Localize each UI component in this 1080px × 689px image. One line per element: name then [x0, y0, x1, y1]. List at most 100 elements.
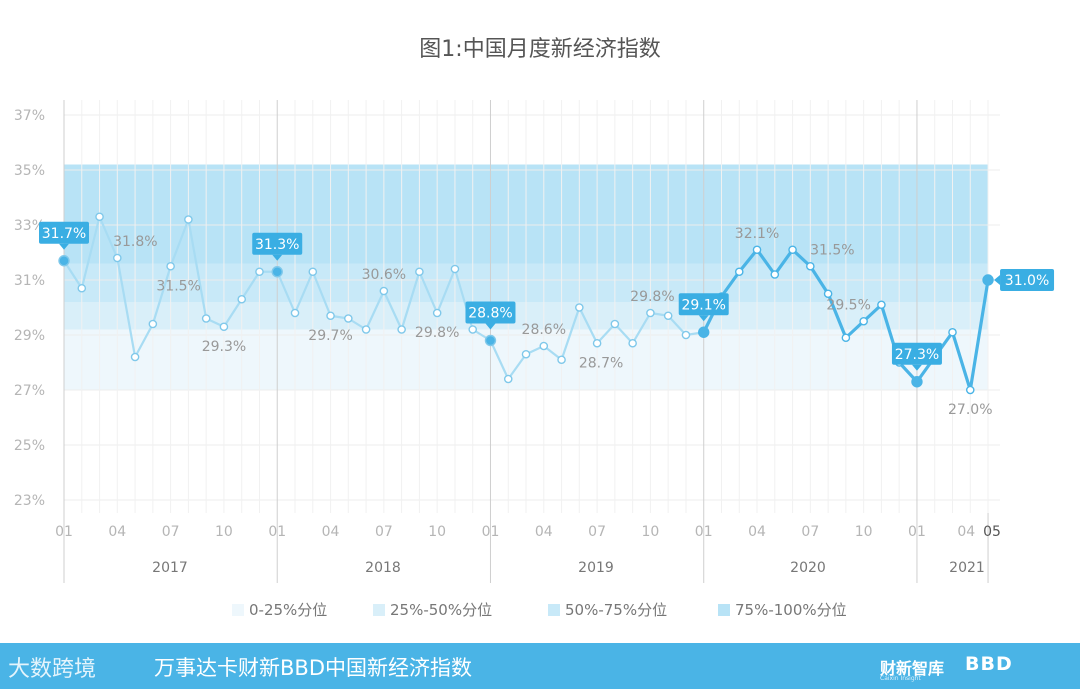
x-month-label: 10 [428, 524, 446, 540]
data-point [521, 349, 531, 359]
x-month-label: 04 [957, 524, 975, 540]
value-label: 29.7% [308, 328, 352, 344]
callout: 29.1% [678, 293, 729, 322]
data-point [788, 245, 797, 255]
callout-text: 31.0% [1005, 273, 1049, 289]
data-point [271, 266, 283, 278]
legend-label: 50%-75%分位 [565, 601, 667, 619]
x-month-label: 10 [215, 524, 233, 540]
legend-item: 25%-50%分位 [373, 601, 492, 619]
data-point [468, 325, 478, 334]
value-label: 30.6% [362, 267, 406, 283]
legend-swatch [718, 604, 730, 616]
value-label: 32.1% [735, 226, 779, 242]
data-point [326, 311, 335, 321]
x-month-label: 01 [482, 524, 500, 540]
x-month-label: 01 [695, 524, 713, 540]
data-point [770, 270, 780, 279]
data-point [859, 316, 868, 326]
x-year-label: 2018 [365, 560, 401, 576]
data-point [166, 261, 175, 271]
callout-pointer [485, 323, 496, 330]
value-label: 31.5% [156, 278, 200, 294]
value-label: 27.0% [948, 402, 992, 418]
y-tick-label: 27% [14, 383, 45, 399]
data-point [95, 212, 104, 222]
value-label: 28.6% [522, 322, 566, 338]
y-tick-label: 37% [14, 108, 45, 124]
legend-item: 0-25%分位 [232, 601, 327, 619]
legend-label: 75%-100%分位 [735, 601, 847, 619]
bbd-logo: BBD [965, 653, 1013, 675]
legend: 0-25%分位 25%-50%分位 50%-75%分位 75%-100%分位 [232, 601, 847, 619]
data-point [432, 308, 442, 318]
x-month-label: 01 [55, 524, 73, 540]
data-point [965, 385, 975, 395]
data-point [841, 333, 851, 343]
y-tick-label: 23% [14, 493, 45, 509]
callout-box [891, 342, 942, 365]
callout-pointer [272, 254, 283, 261]
callout: 31.3% [252, 232, 303, 261]
callout-box [465, 301, 516, 324]
data-point [397, 325, 406, 334]
x-month-label: 07 [588, 524, 606, 540]
data-point [308, 267, 318, 277]
data-point [557, 355, 566, 365]
value-label: 29.3% [202, 339, 246, 355]
data-point [877, 300, 886, 310]
callout-text: 28.8% [468, 306, 512, 322]
legend-item: 75%-100%分位 [718, 601, 847, 619]
y-tick-label: 35% [14, 163, 45, 179]
data-point [752, 245, 762, 255]
x-month-label: 04 [535, 524, 553, 540]
legend-label: 25%-50%分位 [390, 601, 492, 619]
data-point [415, 267, 424, 277]
data-point [255, 267, 264, 277]
callout-pointer [698, 315, 709, 322]
data-point [911, 376, 923, 388]
data-point [628, 338, 637, 348]
data-point [823, 289, 833, 299]
x-month-label: 07 [162, 524, 180, 540]
x-year-label: 2021 [949, 560, 985, 576]
data-point [184, 215, 193, 224]
x-year-label: 2020 [790, 560, 826, 576]
legend-swatch [232, 604, 244, 616]
watermark: 大数跨境 [8, 657, 97, 682]
callout-text: 31.3% [255, 237, 299, 253]
data-point [948, 327, 957, 337]
x-year-label: 2017 [152, 560, 188, 576]
data-point [113, 253, 122, 263]
chart-title: 图1:中国月度新经济指数 [419, 37, 660, 62]
callout-box [252, 232, 303, 255]
data-point [130, 352, 140, 362]
x-year-label: 2019 [578, 560, 614, 576]
x-month-label: 07 [375, 524, 393, 540]
legend-item: 50%-75%分位 [548, 601, 667, 619]
caixin-insight-logo: 财新智库 [880, 659, 945, 678]
data-point [575, 303, 584, 312]
x-month-label: 04 [322, 524, 340, 540]
footer-title: 万事达卡财新BBD中国新经济指数 [154, 656, 472, 680]
x-axis: 01 04 07 10 01 04 07 10 01 04 07 10 01 04 07 10 01 04 05 20… [55, 524, 1001, 576]
y-tick-label: 31% [14, 273, 45, 289]
x-month-label: 04 [108, 524, 126, 540]
data-point [681, 330, 691, 340]
callout-box [678, 293, 729, 316]
value-label: 29.8% [630, 289, 674, 305]
data-point [646, 308, 655, 318]
data-point [806, 261, 815, 271]
callout-box [39, 221, 89, 244]
x-month-label: 01 [268, 524, 286, 540]
x-month-label: 10 [641, 524, 659, 540]
legend-label: 0-25%分位 [249, 601, 327, 619]
grid-lines [63, 100, 1000, 583]
callout: 31.0% [994, 269, 1055, 291]
value-label: 31.8% [113, 234, 157, 250]
data-point [344, 314, 353, 323]
data-point [219, 322, 229, 332]
value-labels: 31.8% 31.5% 29.3% 29.7% 30.6% 29.8% 28.6% 28.7%… [39, 221, 1055, 418]
callout-pointer [911, 364, 922, 371]
